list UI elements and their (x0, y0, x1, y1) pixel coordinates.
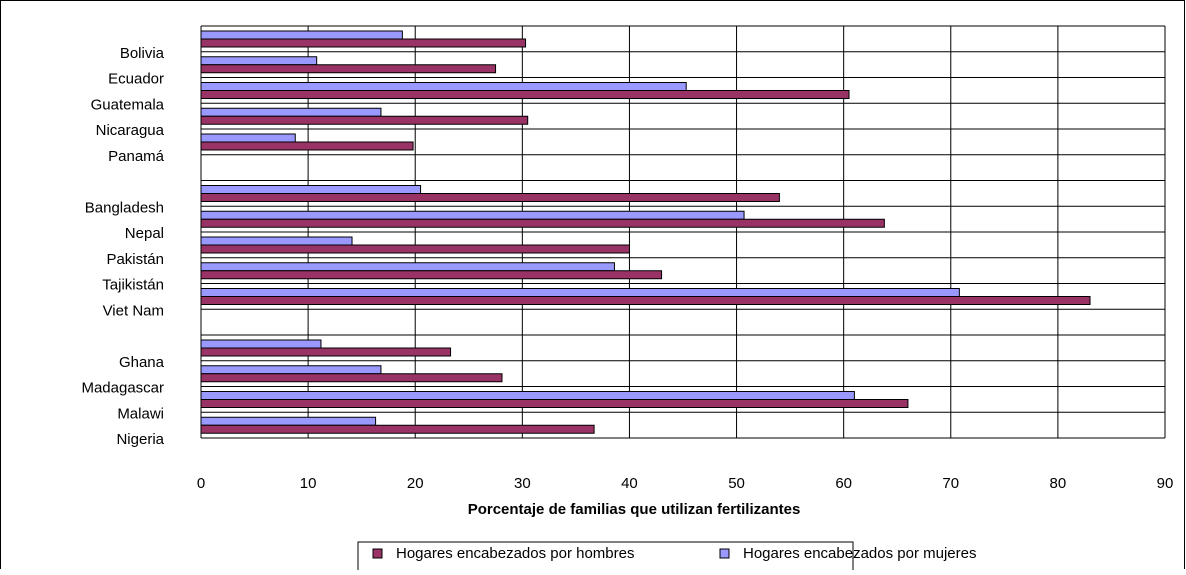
category-label: Nicaragua (96, 122, 165, 139)
x-axis-title: Porcentaje de familias que utilizan fert… (468, 501, 801, 518)
bar-women (200, 288, 960, 297)
x-tick-label: 90 (1157, 475, 1174, 492)
bars-layer (200, 30, 1091, 434)
legend-swatch-men (372, 548, 383, 559)
bar-women (200, 82, 687, 91)
bar-women (200, 107, 382, 117)
category-label: Nepal (125, 225, 164, 242)
bar-men (200, 373, 503, 383)
x-tick-label: 40 (621, 475, 638, 492)
bar-women (200, 56, 318, 66)
x-tick-label: 80 (1050, 475, 1067, 492)
bar-men (200, 347, 452, 357)
x-tick-label: 70 (942, 475, 959, 492)
bar-men (200, 141, 414, 151)
bar-women (200, 365, 382, 375)
legend-label-women: Hogares encabezados por mujeres (743, 545, 976, 562)
category-label: Viet Nam (103, 302, 164, 319)
category-label: Tajikistán (102, 277, 164, 294)
bar-women (200, 133, 296, 143)
bar-men (200, 244, 630, 254)
bar-men (200, 424, 595, 434)
category-label: Pakistán (106, 251, 164, 268)
legend: Hogares encabezados por hombres Hogares … (357, 541, 976, 573)
legend-box (357, 541, 854, 573)
x-tick-label: 0 (197, 475, 205, 492)
category-labels: Bolivia Ecuador Guatemala Nicaragua Panamá Ba… (81, 45, 164, 448)
bar-women (200, 262, 615, 272)
bar-women (200, 210, 745, 220)
category-label: Malawi (117, 405, 164, 422)
tick-labels: 0 10 20 30 40 50 60 70 80 90 (197, 475, 1174, 492)
bar-men (200, 399, 909, 408)
x-tick-label: 50 (728, 475, 745, 492)
x-tick-label: 10 (300, 475, 317, 492)
category-label: Madagascar (81, 380, 164, 397)
x-tick-label: 30 (514, 475, 531, 492)
bar-men (200, 270, 663, 280)
bar-women (200, 30, 403, 40)
x-tick-label: 60 (835, 475, 852, 492)
bar-men (200, 38, 527, 48)
bar-men (200, 115, 529, 125)
category-label: Bolivia (120, 45, 165, 62)
legend-swatch-women (719, 548, 730, 559)
category-label: Ghana (119, 354, 165, 371)
bar-men (200, 218, 885, 228)
bar-women (200, 236, 353, 246)
bar-men (200, 296, 1091, 305)
category-label: Bangladesh (85, 199, 164, 216)
bar-men (200, 193, 780, 202)
bar-men (200, 90, 850, 99)
x-tick-label: 20 (407, 475, 424, 492)
category-label: Panamá (108, 148, 165, 165)
bar-men (200, 64, 497, 74)
bar-women (200, 339, 322, 349)
bar-women (200, 391, 855, 400)
legend-label-men: Hogares encabezados por hombres (396, 545, 634, 562)
grid-layer (200, 25, 1166, 439)
bar-women (200, 185, 422, 194)
category-label: Nigeria (116, 431, 164, 448)
category-label: Guatemala (91, 96, 165, 113)
category-label: Ecuador (108, 71, 164, 88)
bar-women (200, 416, 377, 426)
